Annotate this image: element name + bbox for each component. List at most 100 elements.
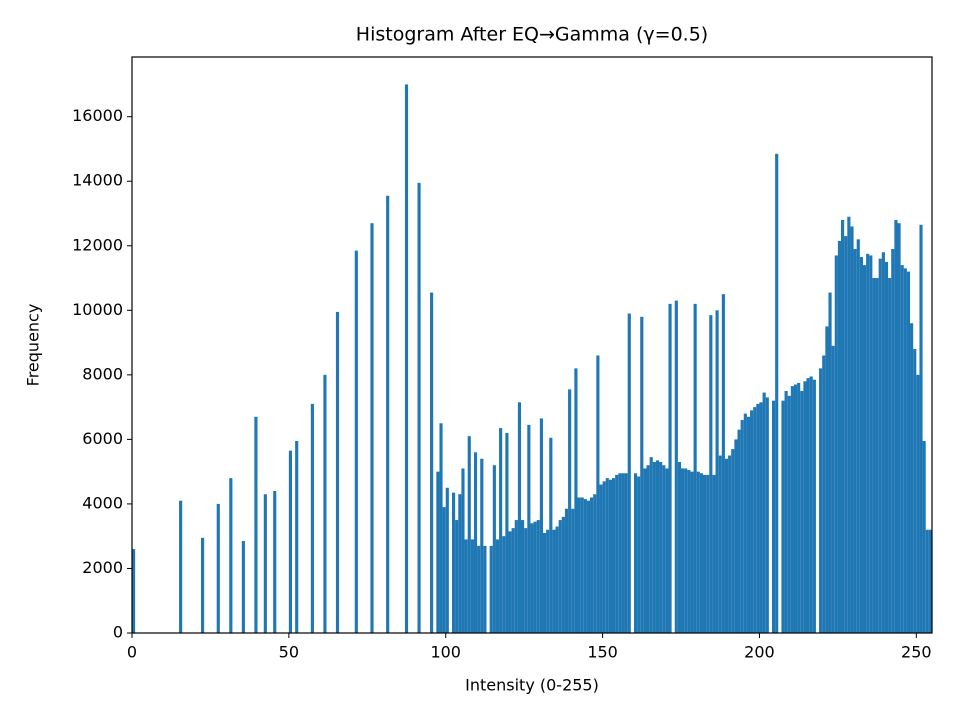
bar: [643, 468, 647, 633]
bar: [919, 224, 923, 633]
bar: [505, 432, 509, 633]
bar: [866, 253, 870, 633]
bar: [809, 376, 813, 633]
bar: [825, 326, 829, 633]
bar: [724, 458, 729, 633]
chart-title: Histogram After EQ→Gamma (γ=0.5): [356, 24, 708, 46]
bar: [884, 261, 889, 633]
bar: [229, 478, 233, 633]
bar: [571, 508, 575, 633]
bar: [753, 407, 757, 633]
bar: [179, 500, 183, 633]
y-tick-label: 0: [113, 623, 123, 642]
bar: [561, 516, 565, 633]
bar: [627, 313, 631, 633]
bar: [241, 541, 245, 633]
bar: [696, 471, 700, 633]
bar: [633, 473, 638, 633]
bar: [489, 545, 493, 633]
bar: [546, 529, 550, 633]
bar: [834, 255, 838, 633]
bar: [288, 450, 292, 633]
bar: [759, 402, 763, 633]
bar: [452, 492, 456, 633]
bar: [881, 252, 885, 633]
bar: [514, 520, 518, 633]
bar: [841, 219, 845, 633]
bar: [793, 384, 798, 633]
bar: [417, 182, 421, 633]
bar: [549, 437, 553, 633]
bar: [539, 418, 543, 633]
bar: [781, 400, 785, 633]
bar: [687, 470, 691, 633]
bar: [756, 403, 760, 633]
bar: [354, 250, 358, 633]
x-tick-label: 0: [127, 643, 137, 662]
bar: [477, 545, 481, 633]
y-tick-label: 6000: [82, 429, 123, 448]
bar: [637, 476, 641, 633]
bar: [524, 528, 528, 633]
bar: [734, 439, 738, 633]
bar: [511, 528, 515, 633]
bar: [596, 355, 600, 633]
bar: [750, 410, 754, 633]
bar: [903, 268, 907, 633]
bar: [862, 265, 867, 633]
bar: [467, 436, 471, 633]
bar: [743, 413, 747, 633]
bar: [430, 292, 434, 633]
bar: [458, 494, 462, 633]
bar: [323, 374, 327, 633]
bar: [662, 465, 666, 633]
bar: [583, 499, 587, 633]
bar: [621, 473, 625, 633]
bar: [878, 258, 882, 633]
bar: [674, 300, 678, 633]
bar: [822, 355, 826, 633]
bar: [894, 219, 898, 633]
bar: [436, 471, 440, 633]
bar: [712, 474, 716, 633]
bar: [790, 386, 794, 633]
bar: [859, 257, 863, 633]
bar: [273, 491, 277, 633]
bar: [916, 374, 920, 633]
bar: [797, 382, 801, 633]
bar: [684, 468, 688, 633]
bar: [442, 507, 446, 633]
bar: [640, 316, 644, 633]
bar: [693, 303, 697, 633]
bar: [847, 216, 851, 633]
bar: [335, 311, 340, 633]
bar: [445, 487, 449, 633]
bar: [533, 521, 537, 633]
bar: [439, 423, 443, 633]
bar: [527, 424, 531, 633]
bar: [552, 529, 556, 633]
x-tick-label: 100: [430, 643, 461, 662]
bar: [677, 461, 682, 633]
bar: [803, 381, 807, 633]
bar: [464, 539, 468, 633]
bar: [910, 323, 914, 633]
bar: [492, 465, 496, 633]
bar: [542, 532, 547, 633]
bar: [925, 529, 929, 633]
bar: [580, 497, 584, 633]
bar: [618, 473, 622, 633]
bar: [731, 449, 735, 633]
bar: [728, 455, 732, 633]
bar: [819, 368, 823, 633]
bar: [891, 249, 895, 633]
bar: [404, 84, 409, 633]
bar: [872, 278, 876, 633]
bar: [615, 474, 619, 633]
bar: [536, 520, 540, 633]
bar: [718, 455, 722, 633]
bar: [812, 379, 816, 633]
y-tick-label: 12000: [72, 235, 123, 254]
bar: [586, 500, 591, 633]
bar: [853, 249, 857, 633]
